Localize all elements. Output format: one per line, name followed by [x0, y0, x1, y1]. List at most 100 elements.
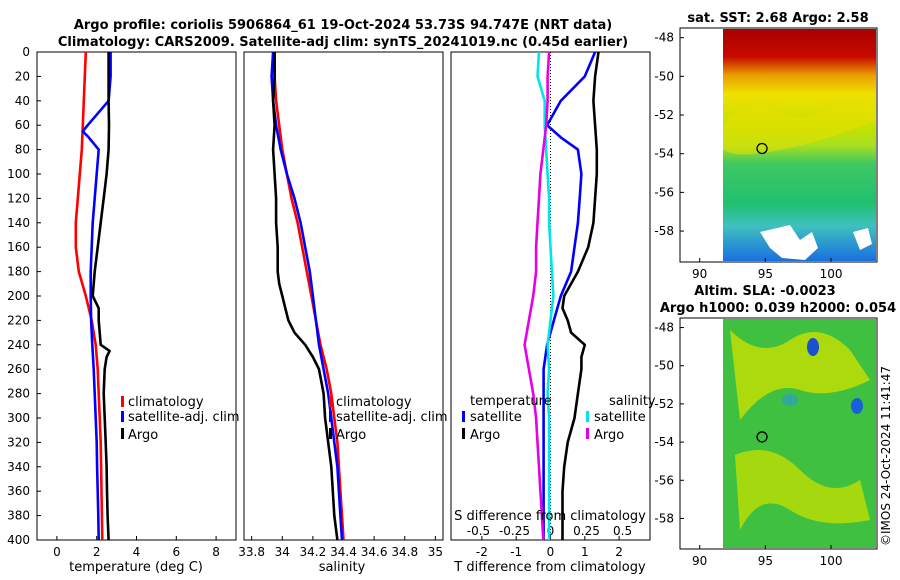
legend-s-argo-label: Argo [594, 428, 624, 443]
legend-s-satellite-label: satellite [594, 410, 646, 425]
sla-high-patch [730, 330, 870, 420]
depth-tick-label: 200 [7, 289, 30, 303]
temperature-xlabel: temperature (deg C) [69, 560, 203, 575]
map-y-tick-label: -48 [654, 31, 674, 45]
series-line-s-argo [523, 51, 551, 541]
map-y-tick-label: -54 [654, 435, 674, 449]
legend-satellite-swatch [121, 411, 124, 422]
salinity-xlabel: salinity [319, 560, 366, 575]
map-y-tick-label: -58 [654, 511, 674, 525]
main-title-line2: Climatology: CARS2009. Satellite-adj cli… [58, 35, 628, 50]
map-x-tick-label: 90 [692, 267, 707, 281]
depth-tick-label: 280 [7, 387, 30, 401]
map-y-tick-label: -56 [654, 473, 674, 487]
argo-position-marker [756, 431, 768, 443]
x-tick-label: 0 [547, 545, 555, 559]
legend-argo-label: Argo [336, 428, 366, 443]
sla-title-line1: Altim. SLA: -0.0023 [694, 284, 835, 299]
x-tick-label: 34 [275, 545, 290, 559]
map-y-tick-label: -52 [654, 397, 674, 411]
sst-land-mask [760, 225, 818, 260]
s-tick-label: -0.5 [467, 524, 490, 538]
map-y-tick-label: -48 [654, 321, 674, 335]
x-tick-label: 33.8 [238, 545, 265, 559]
series-line-t-satellite [542, 51, 597, 540]
sst-warm-patch [723, 98, 876, 155]
x-tick-label: 34.2 [300, 545, 327, 559]
series-line-climatology [74, 51, 104, 541]
legend-argo-swatch [329, 428, 332, 439]
salinity-xticks: 33.8 34 34.2 34.4 34.6 34.8 35 [238, 536, 443, 559]
sla-low-eddy [851, 398, 863, 414]
depth-tick-label: 240 [7, 338, 30, 352]
map-x-tick-label: 90 [692, 554, 707, 568]
depth-tick-label: 120 [7, 191, 30, 205]
legend-s-satellite-swatch [586, 411, 589, 422]
depth-tick-label: 100 [7, 167, 30, 181]
map-y-tick-label: -54 [654, 147, 674, 161]
x-tick-label: 34.8 [391, 545, 418, 559]
depth-tick-label: 260 [7, 362, 30, 376]
series-line-argo [271, 52, 339, 541]
s-difference-xlabel: S difference from climatology [454, 509, 646, 524]
map-y-tick-label: -52 [654, 108, 674, 122]
difference-panel: -2 -1 0 1 2 -0.5 -0.25 0 0.25 0.5 S difference f… [450, 51, 656, 575]
depth-tick-label: 400 [7, 533, 30, 547]
series-line-climatology [273, 52, 345, 541]
legend-temperature-header: temperature [470, 394, 552, 409]
sla-title-line2: Argo h1000: 0.039 h2000: 0.054 [660, 301, 896, 316]
map-x-tick-label: 95 [758, 267, 773, 281]
s-tick-label: 0.5 [613, 524, 632, 538]
x-tick-label: 35 [428, 545, 443, 559]
sla-low-eddy [807, 338, 819, 356]
legend-satellite-label: satellite-adj. clim [128, 410, 240, 425]
legend-satellite-label: satellite-adj. clim [336, 410, 448, 425]
sst-map-ticks: 90 95 100 -48 -50 -52 -54 -56 -58 [654, 31, 842, 281]
legend-climatology-label: climatology [336, 395, 412, 410]
x-tick-label: 6 [172, 545, 180, 559]
x-tick-label: -2 [476, 545, 488, 559]
sla-low-eddy [782, 394, 798, 406]
map-y-tick-label: -50 [654, 359, 674, 373]
map-x-tick-label: 100 [820, 267, 843, 281]
salinity-lines [270, 51, 345, 541]
depth-tick-label: 60 [15, 118, 30, 132]
x-tick-label: 2 [93, 545, 101, 559]
depth-tick-label: 340 [7, 460, 30, 474]
depth-tick-label: 180 [7, 265, 30, 279]
depth-tick-label: 140 [7, 216, 30, 230]
depth-ticks: 0 20 40 60 80 100 120 140 160 180 200 220 240 260 280 3… [7, 45, 455, 547]
map-x-tick-label: 100 [820, 554, 843, 568]
salinity-panel: 33.8 34 34.2 34.4 34.6 34.8 35 salinity climat… [238, 51, 448, 575]
main-title-line1: Argo profile: coriolis 5906864_61 19-Oct… [74, 18, 612, 33]
sst-land-mask [853, 228, 872, 250]
sst-map: 90 95 100 -48 -50 -52 -54 -56 -58 [654, 27, 878, 281]
s-tick-label: -0.25 [499, 524, 530, 538]
depth-tick-label: 300 [7, 411, 30, 425]
difference-legend: temperature satellite Argo salinity sate… [462, 394, 656, 443]
depth-tick-label: 0 [22, 45, 30, 59]
difference-lines [523, 51, 600, 541]
s-tick-label: 0 [547, 524, 555, 538]
map-y-tick-label: -50 [654, 69, 674, 83]
map-y-tick-label: -58 [654, 224, 674, 238]
salinity-legend: climatology satellite-adj. clim Argo [329, 395, 448, 443]
x-tick-label: 4 [133, 545, 141, 559]
legend-s-argo-swatch [586, 428, 589, 439]
depth-tick-label: 320 [7, 435, 30, 449]
depth-tick-label: 80 [15, 143, 30, 157]
legend-salinity-header: salinity [609, 394, 656, 409]
map-y-tick-label: -56 [654, 185, 674, 199]
temperature-xticks: 0 2 4 6 8 [53, 536, 220, 559]
series-line-argo [91, 52, 111, 541]
depth-tick-label: 380 [7, 509, 30, 523]
temperature-legend: climatology satellite-adj. clim Argo [121, 395, 240, 443]
legend-argo-swatch [121, 428, 124, 439]
temperature-panel: 0204060801001201401601802002202402602803… [7, 45, 455, 575]
depth-tick-label: 40 [15, 94, 30, 108]
sla-map: 90 95 100 -48 -50 -52 -54 -56 -58 [654, 317, 878, 568]
series-line-satellite-adj-clim [270, 51, 344, 541]
legend-climatology-swatch [329, 396, 332, 407]
map-x-tick-label: 95 [758, 554, 773, 568]
